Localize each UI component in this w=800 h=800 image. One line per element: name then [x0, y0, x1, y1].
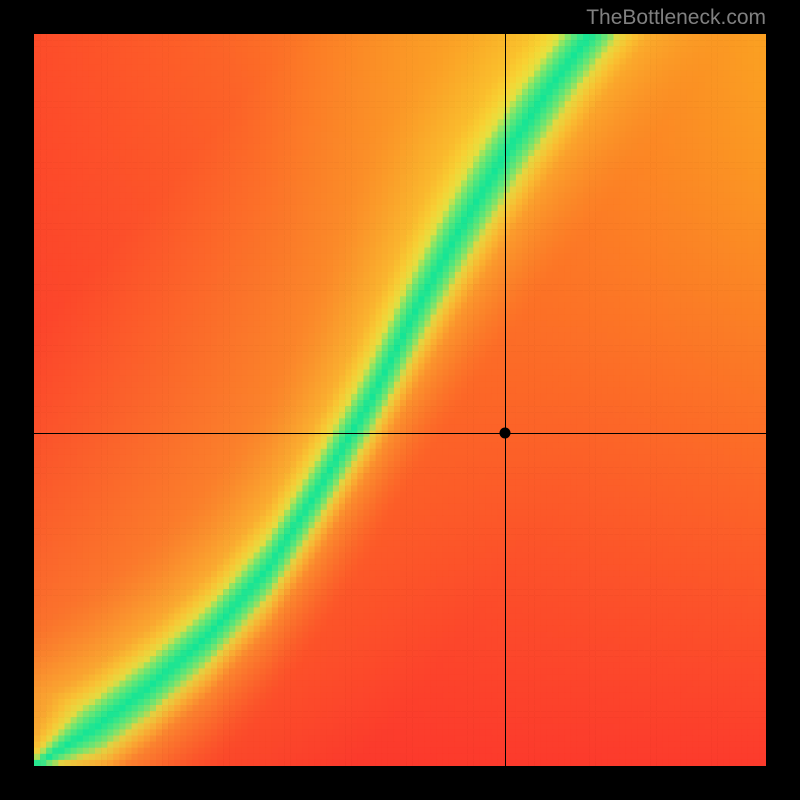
watermark-label: TheBottleneck.com	[586, 6, 766, 30]
marker-point	[499, 427, 510, 438]
chart-container: TheBottleneck.com	[0, 0, 800, 800]
heatmap-canvas	[34, 34, 766, 766]
heatmap-frame	[34, 34, 766, 766]
crosshair-horizontal	[34, 433, 766, 434]
crosshair-vertical	[505, 34, 506, 766]
